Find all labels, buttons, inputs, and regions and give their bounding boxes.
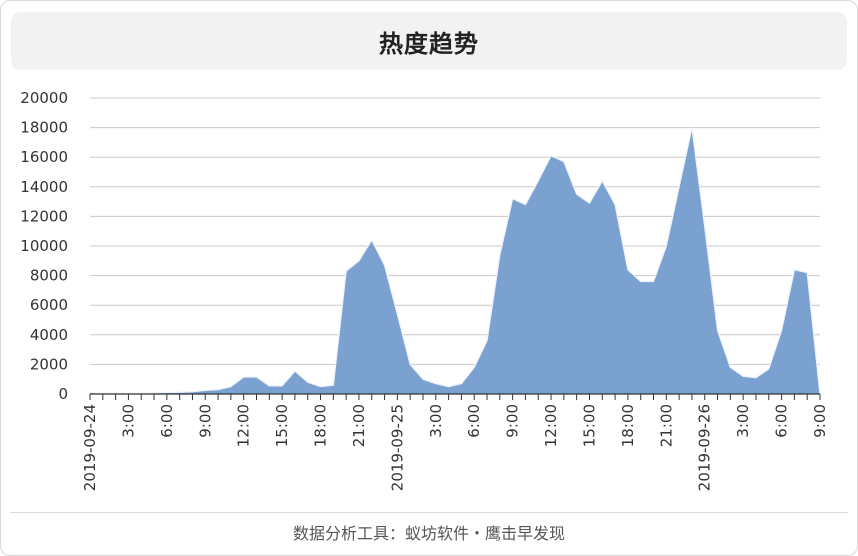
series-line (89, 127, 821, 395)
x-axis-ticks: 2019-09-24 3:00 6:00 9:00 12:00 15:00 18:00 21:… (81, 404, 829, 491)
area-series-layer (89, 127, 821, 395)
x-tick-label: 21:00 (350, 404, 368, 447)
y-tick-label: 0 (58, 385, 68, 403)
x-tick-label: 9:00 (196, 404, 214, 438)
area-fill (90, 127, 820, 394)
x-tick-label: 15:00 (580, 404, 598, 447)
y-tick-label: 16000 (20, 148, 68, 166)
x-tick-label: 6:00 (773, 404, 791, 438)
y-tick-label: 4000 (30, 326, 68, 344)
title-bar: 热度趋势 (11, 12, 847, 70)
y-tick-label: 10000 (20, 237, 68, 255)
x-tick-label: 18:00 (619, 404, 637, 447)
x-tick-label: 9:00 (504, 404, 522, 438)
y-tick-label: 8000 (30, 267, 68, 285)
chart-title: 热度趋势 (379, 29, 479, 58)
y-tick-label: 12000 (20, 207, 68, 225)
x-tick-label: 12:00 (235, 404, 253, 447)
x-tick-label: 2019-09-25 (388, 404, 406, 491)
x-tick-label: 2019-09-26 (696, 404, 714, 491)
x-tick-label: 12:00 (542, 404, 560, 447)
x-tick-label: 21:00 (657, 404, 675, 447)
x-tick-label: 2019-09-24 (81, 404, 99, 491)
x-tick-label: 3:00 (427, 404, 445, 438)
y-tick-label: 20000 (20, 89, 68, 107)
x-axis (89, 393, 821, 400)
y-tick-label: 2000 (30, 355, 68, 373)
x-tick-label: 3:00 (119, 404, 137, 438)
x-tick-label: 6:00 (465, 404, 483, 438)
y-tick-label: 18000 (20, 119, 68, 137)
x-tick-label: 18:00 (312, 404, 330, 447)
x-tick-label: 3:00 (734, 404, 752, 438)
y-tick-label: 6000 (30, 296, 68, 314)
y-tick-label: 14000 (20, 178, 68, 196)
footer-divider (10, 512, 848, 513)
x-tick-label: 15:00 (273, 404, 291, 447)
x-tick-label: 6:00 (158, 404, 176, 438)
y-axis-ticks: 0 2000 4000 6000 8000 10000 12000 14000 16000 180… (20, 89, 68, 403)
footer-credit: 数据分析工具：蚁坊软件・鹰击早发现 (292, 524, 565, 543)
x-tick-label: 9:00 (811, 404, 829, 438)
